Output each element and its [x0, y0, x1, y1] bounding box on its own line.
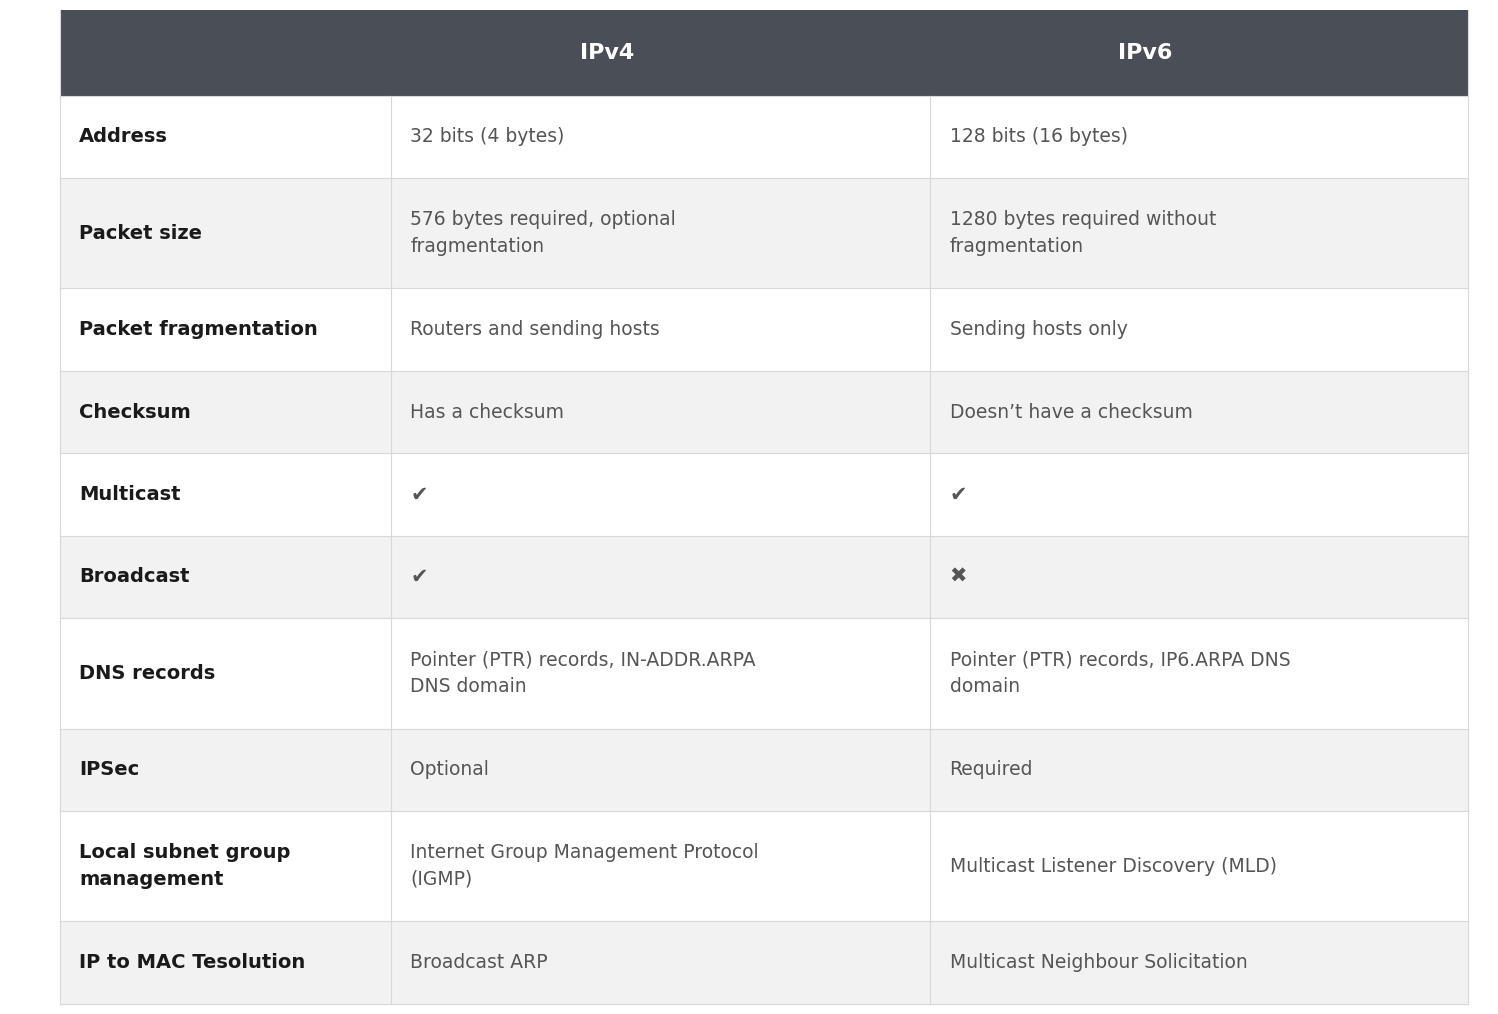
Text: 32 bits (4 bytes): 32 bits (4 bytes)	[410, 127, 565, 146]
Text: IPv6: IPv6	[1119, 43, 1173, 63]
Text: Multicast Neighbour Solicitation: Multicast Neighbour Solicitation	[950, 953, 1248, 972]
Bar	[60, 177, 1468, 288]
Text: Doesn’t have a checksum: Doesn’t have a checksum	[950, 403, 1192, 422]
Text: 1280 bytes required without
fragmentation: 1280 bytes required without fragmentatio…	[950, 211, 1216, 256]
Text: ✔: ✔	[410, 485, 428, 504]
Text: IP to MAC Tesolution: IP to MAC Tesolution	[79, 953, 306, 972]
Text: Broadcast: Broadcast	[79, 567, 190, 586]
Bar	[60, 535, 1468, 618]
Text: 576 bytes required, optional
fragmentation: 576 bytes required, optional fragmentati…	[410, 211, 676, 256]
Text: IPSec: IPSec	[79, 760, 139, 779]
Text: ✔: ✔	[950, 485, 968, 504]
Text: Packet fragmentation: Packet fragmentation	[79, 320, 318, 339]
Text: Checksum: Checksum	[79, 403, 192, 422]
Bar	[60, 811, 1468, 922]
Text: Multicast: Multicast	[79, 485, 181, 504]
Text: Packet size: Packet size	[79, 224, 202, 242]
Text: Multicast Listener Discovery (MLD): Multicast Listener Discovery (MLD)	[950, 857, 1276, 876]
Bar	[60, 95, 1468, 177]
Bar	[60, 453, 1468, 535]
Text: Routers and sending hosts: Routers and sending hosts	[410, 320, 661, 339]
Text: Address: Address	[79, 127, 168, 146]
Text: ✖: ✖	[950, 567, 968, 587]
Text: ✔: ✔	[410, 567, 428, 587]
Text: Pointer (PTR) records, IN-ADDR.ARPA
DNS domain: Pointer (PTR) records, IN-ADDR.ARPA DNS …	[410, 651, 756, 696]
Text: Required: Required	[950, 760, 1034, 779]
Text: Local subnet group
management: Local subnet group management	[79, 844, 291, 889]
Text: IPv4: IPv4	[580, 43, 634, 63]
Bar	[60, 728, 1468, 811]
Text: 128 bits (16 bytes): 128 bits (16 bytes)	[950, 127, 1128, 146]
Text: Optional: Optional	[410, 760, 490, 779]
Bar	[60, 288, 1468, 371]
Text: Internet Group Management Protocol
(IGMP): Internet Group Management Protocol (IGMP…	[410, 844, 759, 889]
Text: Has a checksum: Has a checksum	[410, 403, 565, 422]
Bar	[60, 371, 1468, 453]
Text: Broadcast ARP: Broadcast ARP	[410, 953, 548, 972]
Bar	[60, 922, 1468, 1004]
Bar	[60, 618, 1468, 728]
Bar	[60, 10, 1468, 95]
Text: Sending hosts only: Sending hosts only	[950, 320, 1128, 339]
Text: Pointer (PTR) records, IP6.ARPA DNS
domain: Pointer (PTR) records, IP6.ARPA DNS doma…	[950, 651, 1290, 696]
Text: DNS records: DNS records	[79, 664, 216, 682]
